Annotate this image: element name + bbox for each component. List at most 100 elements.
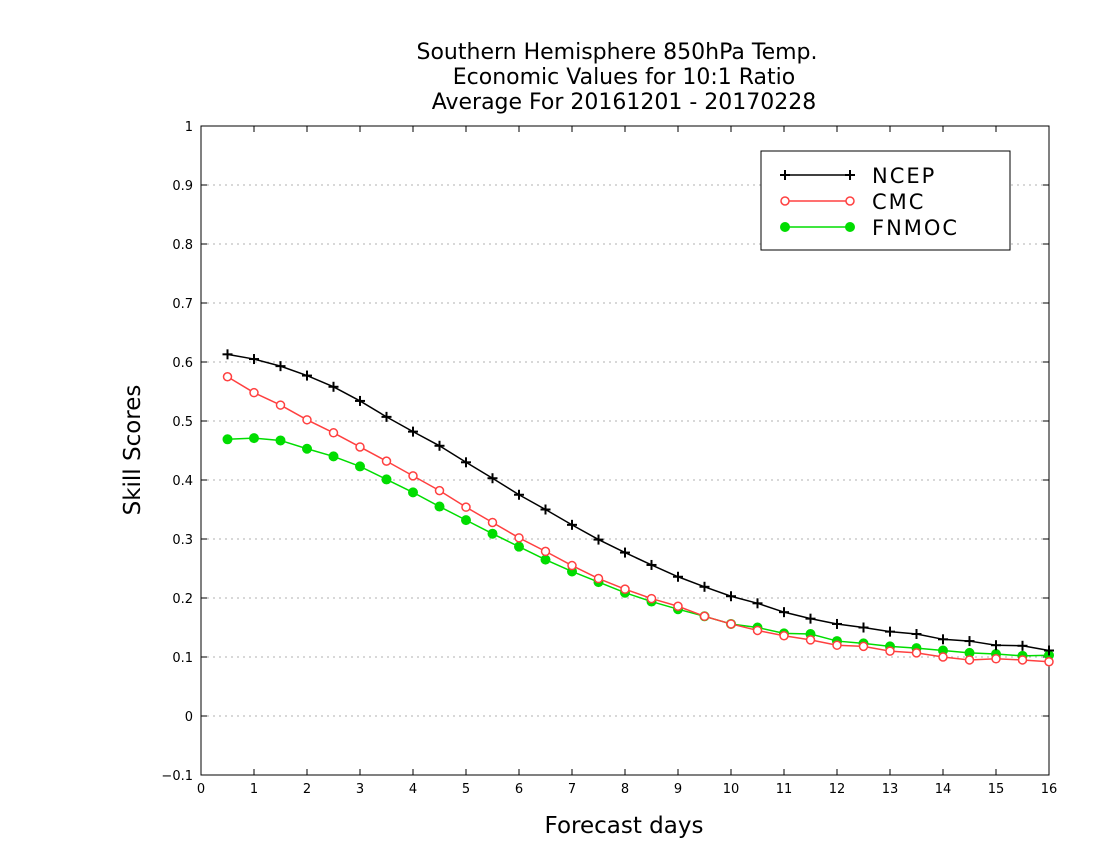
data-point-cmc	[249, 387, 259, 398]
axis-ticks: −0.100.10.20.30.40.50.60.70.80.910 1 2 3 4 5 6…	[161, 120, 1057, 797]
x-tick-label: 0	[197, 782, 205, 797]
data-point-cmc	[699, 611, 710, 622]
y-tick-label: 0	[185, 710, 193, 725]
data-point-cmc	[911, 648, 922, 658]
series-ncep	[222, 349, 1054, 656]
data-point-ncep	[964, 636, 975, 647]
grid-lines	[201, 184, 1049, 717]
data-point-cmc	[991, 654, 1001, 664]
x-tick-label: 7	[568, 782, 576, 797]
data-point-cmc	[514, 533, 524, 543]
y-tick-label: 0.4	[172, 474, 193, 489]
data-point-fnmoc	[514, 541, 524, 552]
data-point-fnmoc	[355, 461, 365, 472]
data-point-ncep	[885, 626, 895, 637]
data-point-ncep	[779, 607, 789, 618]
data-point-cmc	[646, 593, 657, 604]
legend-label-cmc: CMC	[872, 190, 925, 214]
data-point-ncep	[275, 361, 286, 372]
data-point-ncep	[858, 622, 869, 633]
data-point-ncep	[1017, 640, 1028, 651]
data-point-fnmoc	[434, 501, 445, 512]
data-point-ncep	[249, 354, 259, 365]
data-point-cmc	[355, 442, 365, 452]
x-tick-label: 16	[1041, 782, 1058, 797]
data-point-fnmoc	[275, 435, 286, 446]
data-point-cmc	[567, 560, 577, 571]
data-point-ncep	[408, 426, 418, 437]
legend-item-ncep: NCEP	[780, 164, 934, 188]
chart-title: Southern Hemisphere 850hPa Temp. Economi…	[417, 40, 818, 115]
data-point-fnmoc	[328, 451, 339, 462]
y-tick-label: 0.8	[172, 238, 193, 253]
series-line-cmc	[227, 376, 1050, 663]
data-point-fnmoc	[302, 443, 312, 454]
data-point-cmc	[1044, 656, 1054, 667]
x-tick-label: 14	[935, 782, 952, 797]
data-point-cmc	[434, 485, 445, 496]
legend-label-fnmoc: FNMOC	[872, 216, 959, 240]
y-tick-label: 1	[185, 120, 193, 135]
y-tick-label: 0.2	[172, 592, 193, 607]
y-tick-label: 0.3	[172, 533, 193, 548]
x-tick-label: 4	[409, 782, 417, 797]
data-point-cmc	[275, 400, 286, 410]
y-tick-label: 0.7	[172, 297, 193, 312]
y-axis-label: Skill Scores	[120, 385, 146, 516]
data-point-ncep	[328, 381, 339, 392]
data-point-ncep	[1044, 645, 1054, 656]
x-tick-label: 13	[882, 782, 899, 797]
data-point-cmc	[858, 641, 869, 652]
data-point-fnmoc	[222, 434, 233, 445]
x-tick-label: 2	[303, 782, 311, 797]
data-point-ncep	[805, 613, 816, 624]
series-line-fnmoc	[227, 437, 1050, 657]
legend-marker-ncep	[780, 170, 790, 180]
data-point-ncep	[461, 457, 471, 468]
legend-item-cmc: CMC	[780, 190, 925, 214]
data-point-cmc	[885, 646, 895, 656]
x-tick-label: 3	[356, 782, 364, 797]
legend-marker-fnmoc	[780, 222, 790, 232]
title-line-2: Economic Values for 10:1 Ratio	[453, 65, 795, 90]
data-point-cmc	[673, 601, 683, 612]
data-point-ncep	[540, 504, 551, 515]
y-tick-label: 0.9	[172, 179, 193, 194]
legend-marker-ncep	[845, 170, 855, 180]
series-fnmoc	[222, 433, 1054, 661]
data-point-ncep	[222, 349, 233, 360]
data-point-cmc	[620, 584, 630, 594]
data-point-cmc	[540, 546, 551, 557]
x-tick-label: 8	[621, 782, 629, 797]
data-point-ncep	[726, 591, 736, 602]
data-point-cmc	[487, 517, 498, 528]
data-point-cmc	[328, 428, 339, 438]
x-tick-label: 11	[776, 782, 793, 797]
data-point-fnmoc	[249, 433, 259, 444]
data-point-ncep	[434, 440, 445, 451]
data-point-ncep	[646, 559, 657, 570]
legend-marker-cmc	[780, 196, 790, 206]
data-point-cmc	[593, 573, 604, 584]
x-tick-label: 9	[674, 782, 682, 797]
data-point-cmc	[964, 655, 975, 665]
series-line-ncep	[227, 353, 1050, 652]
data-point-ncep	[620, 547, 630, 558]
x-tick-label: 10	[723, 782, 740, 797]
x-tick-label: 5	[462, 782, 470, 797]
data-point-cmc	[752, 625, 763, 636]
data-point-fnmoc	[461, 515, 471, 526]
x-tick-label: 1	[250, 782, 258, 797]
data-point-cmc	[726, 619, 736, 629]
data-point-ncep	[302, 370, 312, 381]
x-tick-label: 15	[988, 782, 1005, 797]
data-point-ncep	[487, 473, 498, 484]
data-point-ncep	[832, 618, 842, 629]
data-point-cmc	[805, 635, 816, 645]
legend-marker-cmc	[845, 196, 855, 206]
data-point-cmc	[302, 415, 312, 425]
y-tick-label: 0.5	[172, 415, 193, 430]
data-point-cmc	[222, 372, 233, 382]
data-point-cmc	[408, 471, 418, 481]
